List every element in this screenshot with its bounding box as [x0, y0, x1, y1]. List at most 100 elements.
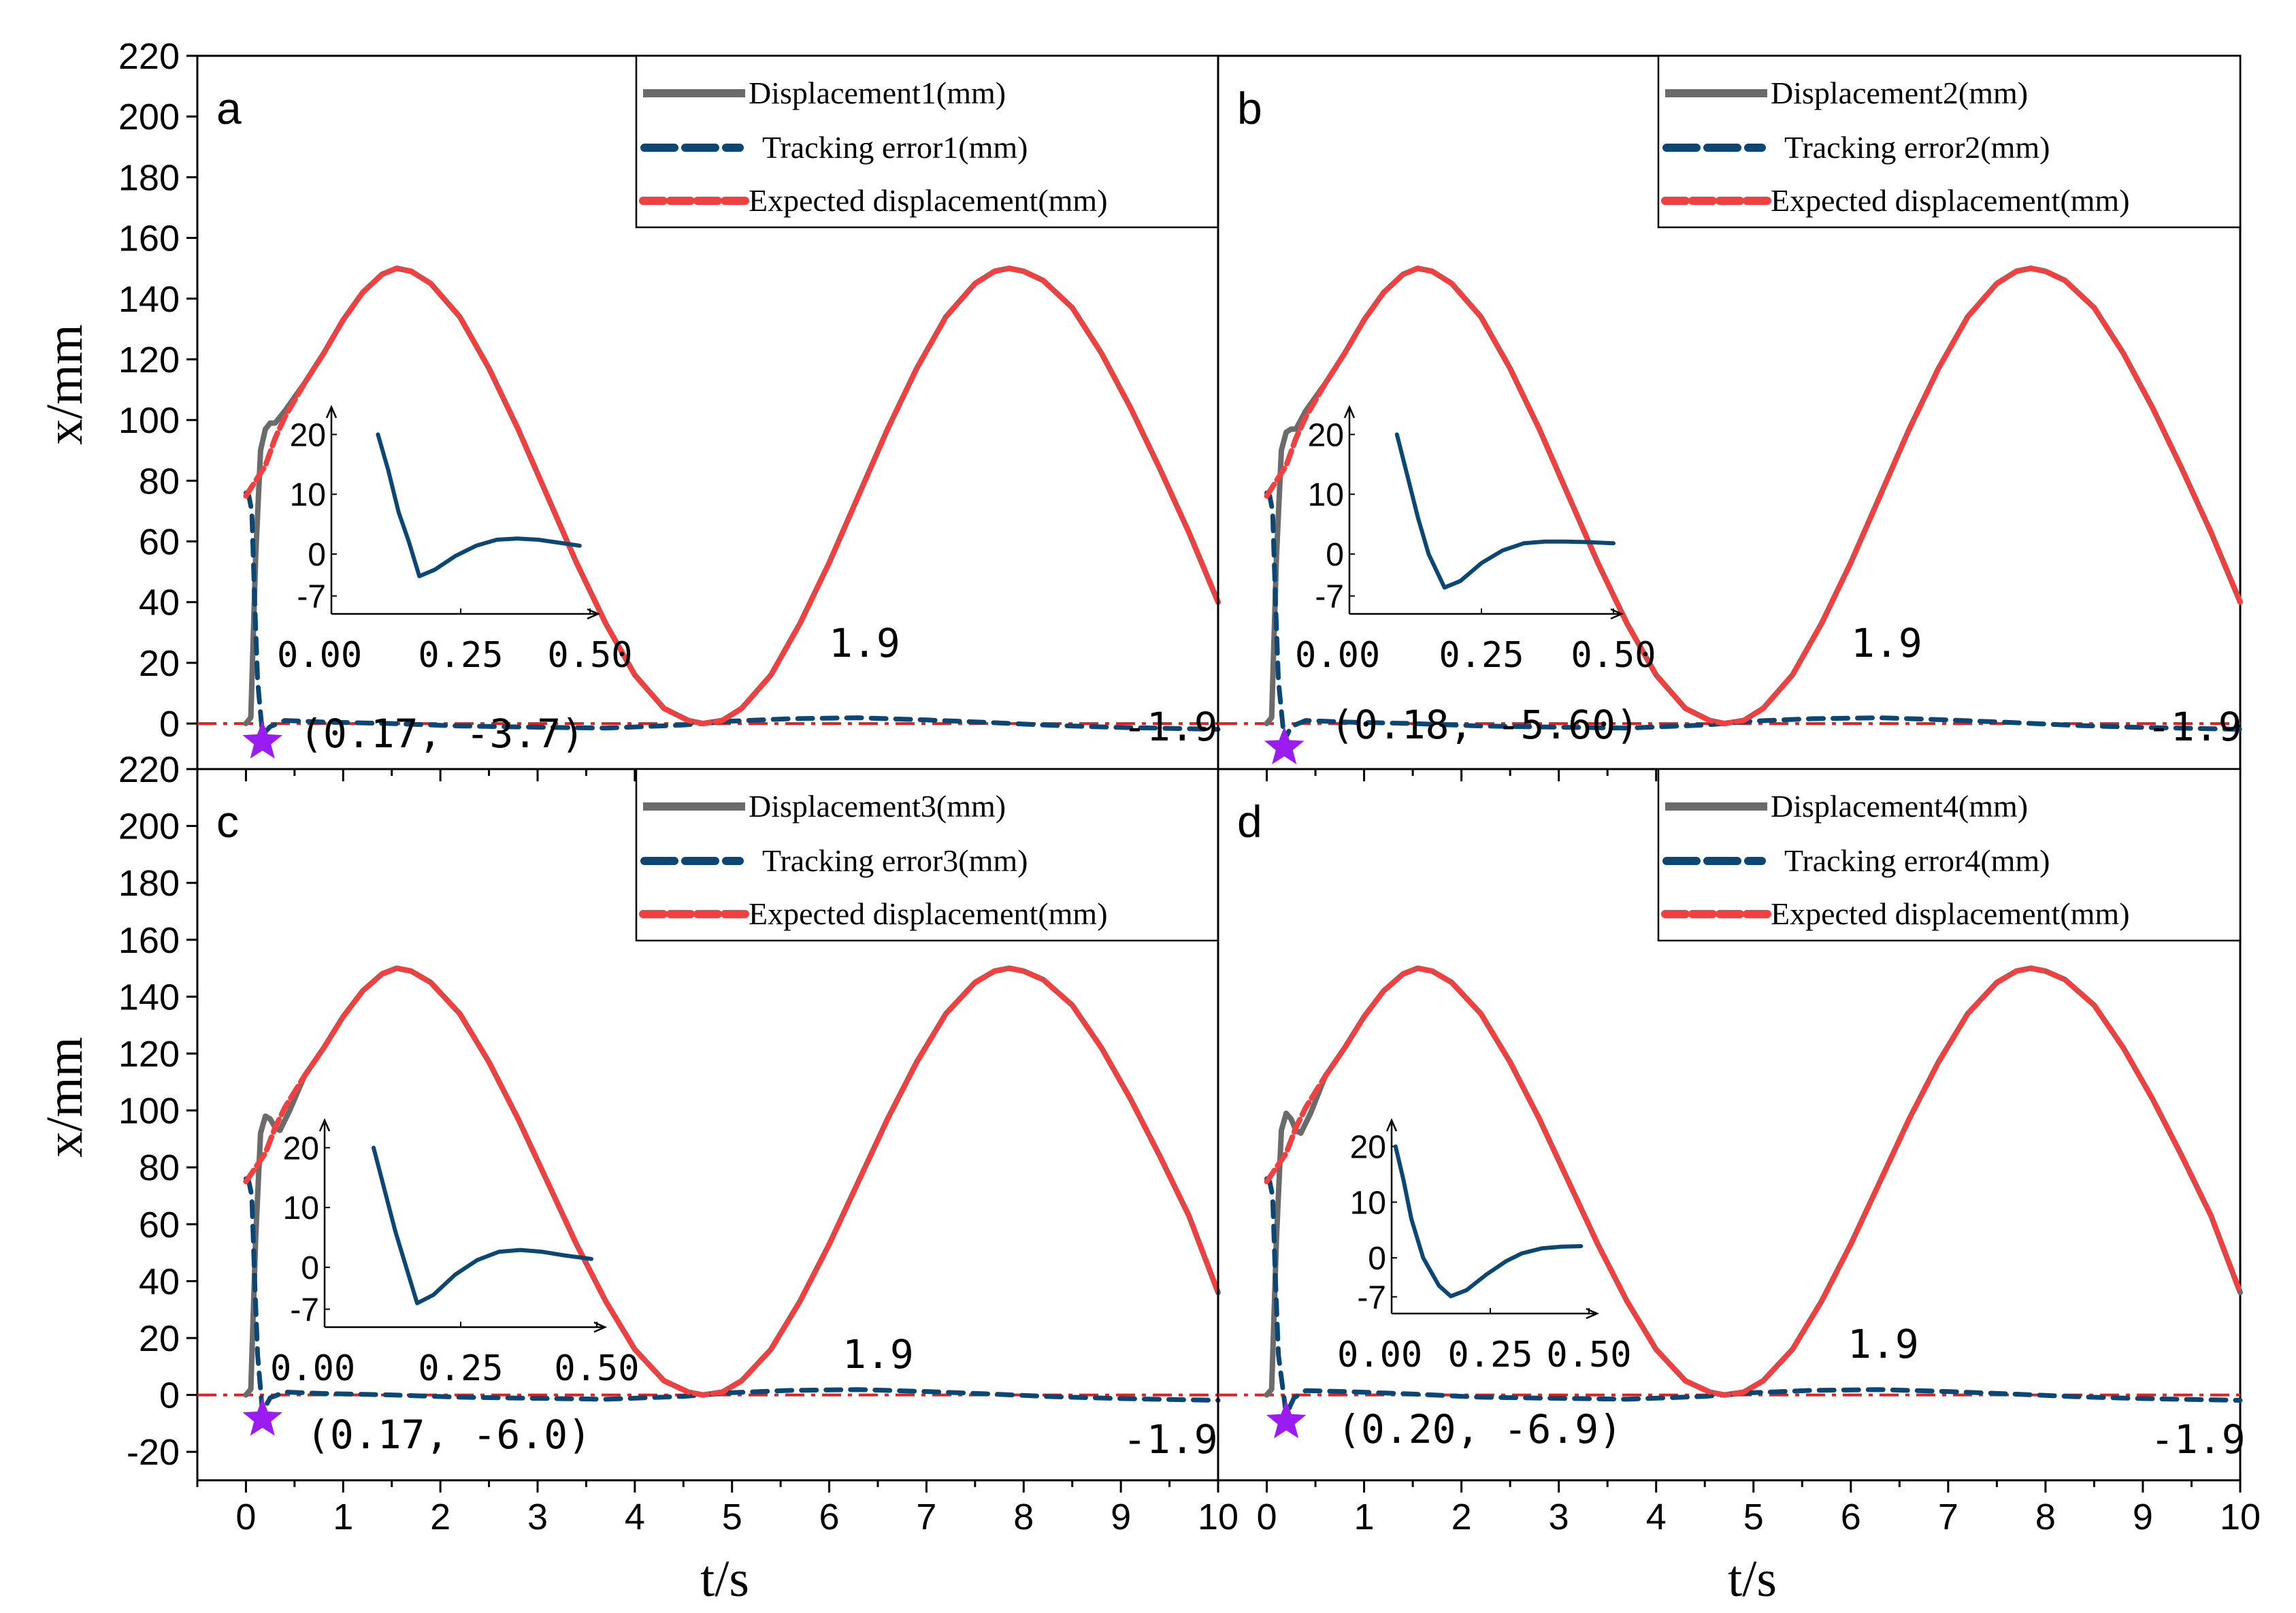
inset-y-arrow [318, 1118, 331, 1132]
x-tick-label: 4 [1646, 1497, 1667, 1537]
error-upper-annotation: 1.9 [1851, 620, 1922, 666]
x-tick-label: 3 [527, 1497, 548, 1537]
x-tick-label: 4 [625, 1497, 645, 1537]
error-upper-annotation: 1.9 [829, 620, 900, 666]
inset-x-tick-label: 0.00 [270, 1348, 355, 1389]
y-axis-label-top: x/mm [36, 324, 93, 444]
y-tick-label: 160 [118, 218, 180, 259]
legend-entry: Tracking error1(mm) [762, 130, 1028, 165]
expected-displacement-line [1264, 965, 2243, 1398]
inset-y-tick-label: 0 [1326, 537, 1344, 573]
expected-displacement-line [243, 965, 1221, 1398]
inset-y-arrow [1385, 1118, 1398, 1132]
error-lower-annotation: -1.9 [2150, 1416, 2246, 1463]
y-tick-label: 180 [118, 157, 180, 198]
legend-entry: Displacement3(mm) [749, 789, 1006, 824]
inset-tracking-error-line [376, 432, 582, 579]
inset-y-tick-label: 20 [290, 417, 326, 453]
panel-label: d [1237, 796, 1262, 847]
inset-x-tick-label: 0.50 [1546, 1335, 1631, 1375]
y-tick-label: 100 [118, 1091, 180, 1132]
x-tick-label: 8 [2035, 1497, 2056, 1537]
y-tick-label: -20 [127, 1432, 180, 1473]
panel-label: c [216, 796, 239, 847]
y-tick-label: 20 [139, 643, 180, 684]
error-lower-annotation: -1.9 [1123, 1416, 1218, 1463]
y-tick-label: 220 [118, 36, 180, 77]
inset-y-tick-label: 0 [301, 1250, 319, 1286]
inset-x-arrow [593, 1321, 608, 1333]
inset-y-arrow [325, 404, 338, 419]
y-axis-label-bottom: x/mm [36, 1037, 93, 1157]
y-tick-label: 60 [139, 1205, 180, 1245]
tracking-error-line [243, 490, 1221, 738]
legend-entry: Tracking error2(mm) [1784, 130, 2050, 165]
min-point-label: (0.18, -5.60) [1330, 702, 1639, 748]
inset-x-tick-label: 0.50 [554, 1348, 639, 1389]
y-tick-label: 40 [139, 583, 180, 623]
panel-label: b [1237, 83, 1262, 133]
x-tick-label: 0 [235, 1497, 256, 1537]
inset-y-tick-label: 10 [290, 477, 326, 513]
inset-x-tick-label: 0.50 [1571, 635, 1656, 676]
inset-x-tick-label: 0.50 [547, 635, 632, 676]
error-lower-annotation: -1.9 [1123, 704, 1218, 750]
inset-x-tick-label: 0.25 [418, 1348, 503, 1389]
y-tick-label: 180 [118, 863, 180, 904]
inset-chart: 20 10 0 -7 0.00 0.25 0.50 [277, 404, 633, 676]
inset-y-tick-label: 20 [1350, 1130, 1386, 1166]
x-tick-label: 0 [1257, 1497, 1277, 1537]
x-tick-label: 5 [722, 1497, 742, 1537]
error-upper-annotation: 1.9 [842, 1331, 914, 1378]
panel-label: a [216, 83, 242, 133]
x-tick-label: 2 [1452, 1497, 1472, 1537]
inset-x-tick-label: 0.25 [418, 635, 503, 676]
y-tick-label: 200 [118, 806, 180, 847]
x-tick-label: 8 [1013, 1497, 1034, 1537]
x-axis-label-right: t/s [1728, 1550, 1777, 1608]
inset-y-tick-label: -7 [1315, 579, 1344, 615]
x-tick-label: 9 [2133, 1497, 2153, 1537]
legend-entry: Displacement2(mm) [1771, 76, 2028, 110]
panel-b: b Displacement2(mm) Tracking error2(mm) Exp… [1217, 54, 2243, 781]
x-tick-label: 1 [1354, 1497, 1375, 1537]
y-tick-label: 80 [139, 1147, 180, 1188]
inset-x-tick-label: 0.25 [1447, 1335, 1532, 1375]
legend-entry: Tracking error4(mm) [1784, 843, 2050, 878]
legend-entry: Tracking error3(mm) [762, 843, 1028, 878]
min-point-marker [242, 1397, 282, 1436]
inset-y-tick-label: -7 [290, 1292, 319, 1329]
min-point-label: (0.17, -3.7) [299, 711, 585, 757]
inset-y-tick-label: 0 [308, 537, 326, 573]
inset-y-arrow [1343, 404, 1356, 419]
inset-tracking-error-line [372, 1145, 593, 1305]
y-tick-label: 120 [118, 340, 180, 380]
inset-x-tick-label: 0.00 [277, 635, 362, 676]
x-tick-label: 1 [333, 1497, 353, 1537]
inset-x-tick-label: 0.00 [1337, 1335, 1422, 1375]
panel-c: 0 1 2 3 4 5 6 7 8 9 10-200204060801001201401601802… [118, 749, 1239, 1537]
min-point-marker [1264, 726, 1305, 764]
inset-x-arrow [587, 608, 601, 620]
y-tick-label: 0 [159, 704, 180, 745]
x-tick-label: 10 [2220, 1497, 2261, 1537]
y-tick-label: 100 [118, 400, 180, 441]
legend-entry: Expected displacement(mm) [1771, 183, 2130, 218]
inset-y-tick-label: 0 [1368, 1241, 1386, 1277]
min-point-marker [242, 720, 282, 759]
x-tick-label: 7 [1938, 1497, 1958, 1537]
inset-x-tick-label: 0.00 [1295, 635, 1380, 676]
min-point-label: (0.20, -6.9) [1337, 1406, 1622, 1452]
x-tick-label: 2 [430, 1497, 450, 1537]
inset-x-arrow [1586, 1307, 1600, 1320]
y-tick-label: 20 [139, 1318, 180, 1359]
error-upper-annotation: 1.9 [1848, 1321, 1919, 1367]
inset-y-tick-label: -7 [297, 579, 326, 615]
legend-entry: Expected displacement(mm) [749, 183, 1108, 218]
legend-entry: Displacement4(mm) [1771, 789, 2028, 824]
x-tick-label: 5 [1743, 1497, 1764, 1537]
